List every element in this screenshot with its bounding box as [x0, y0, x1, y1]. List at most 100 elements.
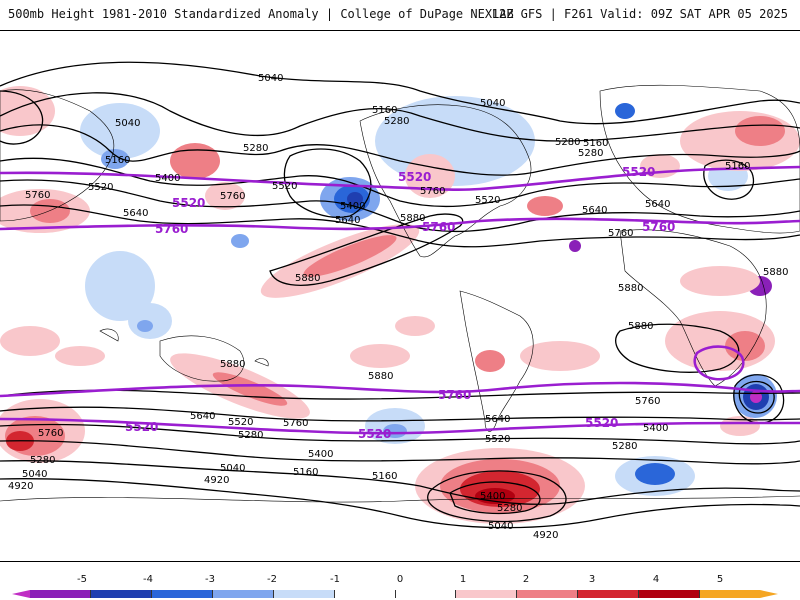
key-contours [0, 165, 800, 435]
legend-tick-label: 4 [652, 574, 660, 585]
anomaly-blob [170, 143, 220, 179]
contour-label: 5760 [420, 186, 445, 197]
key-contour-label: 5520 [125, 420, 158, 434]
contour-label: 5160 [725, 161, 750, 172]
colorbar-high-arrow [760, 590, 778, 598]
key-contour-label: 5760 [422, 220, 455, 234]
contour-line [0, 92, 800, 142]
contour-label: 5400 [308, 449, 333, 460]
contour-line [0, 423, 800, 445]
contour-line [0, 460, 800, 505]
contour-label: 5040 [258, 73, 283, 84]
contour-label: 5160 [583, 138, 608, 149]
legend-tick-label: 1 [459, 574, 467, 585]
eurasia-coast [599, 84, 800, 234]
anomaly-blob [137, 320, 153, 332]
anomaly-map[interactable]: 5040 5040 5040 5160 5160 5280 5280 5400 … [0, 30, 800, 562]
contour-label: 5280 [497, 503, 522, 514]
legend-tick-label: -3 [205, 574, 215, 585]
contour-label: 5760 [635, 396, 660, 407]
australia-coast [159, 335, 245, 382]
anomaly-blob [395, 316, 435, 336]
contour-line [283, 148, 372, 218]
key-contour-label: 5760 [438, 388, 471, 402]
key-contour-label: 5520 [172, 196, 205, 210]
asia-coast-west [0, 89, 115, 222]
colorbar [30, 590, 761, 598]
colorbar-swatch [638, 590, 700, 598]
anomaly-blob [303, 235, 397, 277]
contour-label: 5760 [220, 191, 245, 202]
coastlines [0, 84, 800, 503]
contour-label: 5280 [578, 148, 603, 159]
contour-label: 5040 [488, 521, 513, 532]
contour-label: 5640 [645, 199, 670, 210]
anomaly-blob [0, 86, 55, 136]
purple-contour-5760-south [0, 381, 800, 398]
contour-label: 5040 [220, 463, 245, 474]
contour-line [615, 323, 740, 373]
contour-label: 5280 [238, 430, 263, 441]
colorbar-swatch [394, 590, 456, 598]
contour-label: 5640 [335, 215, 360, 226]
contour-label: 5640 [123, 208, 148, 219]
contour-line [0, 478, 800, 529]
contour-line [427, 470, 567, 523]
island-coast [254, 358, 269, 367]
purple-contour-5760-north [0, 217, 800, 231]
colorbar-swatch [89, 590, 151, 598]
contour-label: 5520 [485, 434, 510, 445]
contour-label: 5160 [105, 155, 130, 166]
anomaly-blob [615, 103, 635, 119]
contour-line [449, 481, 541, 515]
key-contour-label: 5760 [642, 220, 675, 234]
contour-label: 5040 [480, 98, 505, 109]
contour-label: 5520 [88, 182, 113, 193]
contour-label: 5880 [295, 273, 320, 284]
legend-tick-label: 2 [522, 574, 530, 585]
colorbar-swatch [30, 590, 90, 598]
contour-line [0, 406, 800, 422]
anomaly-blob [680, 266, 760, 296]
anomaly-blob [30, 199, 70, 223]
anomaly-blob [85, 251, 155, 321]
contour-label: 5640 [190, 411, 215, 422]
contour-label: 5760 [283, 418, 308, 429]
contour-label: 5400 [155, 173, 180, 184]
contour-label: 5880 [220, 359, 245, 370]
contour-line [0, 157, 800, 208]
contour-line [0, 124, 800, 176]
contour-label: 5160 [372, 105, 397, 116]
north-america-coast [359, 104, 532, 258]
contour-label: 5280 [384, 116, 409, 127]
contour-line [0, 440, 800, 465]
anomaly-blob [347, 192, 363, 206]
purple-contour-closed [693, 345, 745, 381]
contour-label: 5760 [25, 190, 50, 201]
contour-label: 5400 [340, 201, 365, 212]
header: 500mb Height 1981-2010 Standardized Anom… [0, 0, 800, 28]
contour-line [0, 61, 800, 125]
contour-label: 5400 [480, 491, 505, 502]
purple-contour-5520-south [0, 417, 800, 435]
contour-line [0, 204, 800, 248]
contour-label: 5880 [368, 371, 393, 382]
contour-line [0, 90, 44, 145]
contour-label: 5520 [272, 181, 297, 192]
anomaly-blob [383, 424, 407, 438]
key-contour-label: 5520 [358, 427, 391, 441]
contour-label: 5880 [400, 213, 425, 224]
contour-line [0, 389, 800, 400]
anomaly-blob [725, 331, 765, 361]
map-svg: 5040 5040 5040 5160 5160 5280 5280 5400 … [0, 61, 800, 541]
contour-label: 5880 [618, 283, 643, 294]
contour-label: 5640 [582, 205, 607, 216]
contour-label: 5160 [372, 471, 397, 482]
legend-tick-label: -1 [330, 574, 340, 585]
contour-label: 5640 [485, 414, 510, 425]
key-contour-label: 5520 [585, 416, 618, 430]
contour-line [269, 213, 464, 286]
anomaly-blob [520, 341, 600, 371]
africa-coast [619, 229, 767, 387]
legend-tick-label: 3 [588, 574, 596, 585]
